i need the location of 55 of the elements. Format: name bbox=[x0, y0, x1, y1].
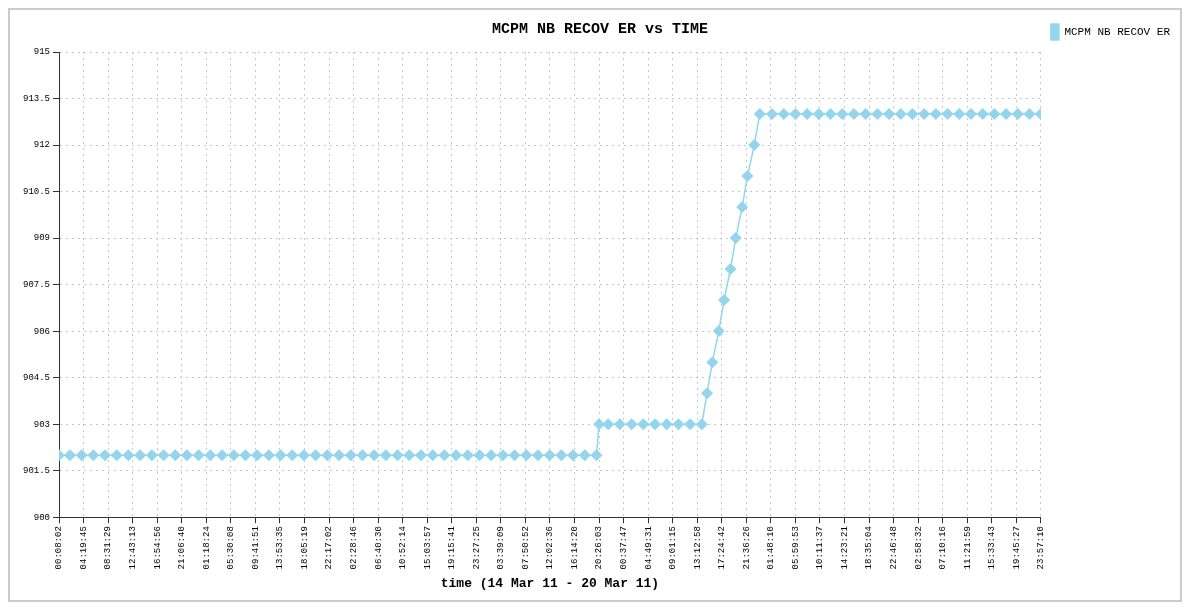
y-tick-label: 912 bbox=[33, 140, 50, 151]
x-tick-label: 02:58:32 bbox=[913, 526, 924, 570]
y-tick-label: 910.5 bbox=[22, 186, 50, 197]
x-tick-label: 23:27:25 bbox=[471, 526, 482, 570]
x-tick-label: 08:31:29 bbox=[103, 526, 114, 570]
x-tick-label: 04:19:45 bbox=[78, 526, 89, 570]
x-tick-label: 14:23:21 bbox=[839, 526, 850, 570]
x-tick-label: 13:12:58 bbox=[692, 526, 703, 570]
x-tick-label: 12:02:36 bbox=[545, 526, 556, 570]
x-tick-label: 15:33:43 bbox=[987, 526, 998, 570]
x-tick-label: 23:57:10 bbox=[1036, 526, 1047, 570]
x-tick-label: 15:03:57 bbox=[422, 526, 433, 570]
x-tick-label: 16:14:20 bbox=[569, 526, 580, 570]
x-tick-label: 18:05:19 bbox=[299, 526, 310, 570]
x-tick-label: 11:21:59 bbox=[962, 526, 973, 570]
x-tick-label: 18:35:04 bbox=[864, 526, 875, 570]
x-tick-label: 16:54:56 bbox=[152, 526, 163, 570]
y-tick-label: 903 bbox=[33, 419, 50, 430]
x-tick-label: 20:26:03 bbox=[594, 526, 605, 570]
y-tick-label: 906 bbox=[33, 326, 50, 337]
x-tick-label: 22:17:02 bbox=[324, 526, 335, 570]
x-tick-label: 09:41:51 bbox=[250, 526, 261, 570]
x-tick-label: 00:08:02 bbox=[54, 526, 65, 570]
y-tick-label: 907.5 bbox=[22, 279, 50, 290]
y-tick-label: 915 bbox=[33, 47, 50, 58]
chart-title: MCPM NB RECOV ER vs TIME bbox=[491, 20, 709, 38]
x-tick-label: 21:36:26 bbox=[741, 526, 752, 570]
y-tick-label: 900 bbox=[33, 512, 50, 523]
x-tick-label: 05:59:53 bbox=[790, 526, 801, 570]
x-tick-label: 05:30:08 bbox=[226, 526, 237, 570]
x-tick-label: 13:53:35 bbox=[275, 526, 286, 570]
y-tick-label: 904.5 bbox=[22, 373, 50, 384]
x-tick-label: 01:48:10 bbox=[766, 526, 777, 570]
x-tick-label: 17:24:42 bbox=[717, 526, 728, 570]
x-tick-label: 04:49:31 bbox=[643, 526, 654, 570]
x-tick-label: 19:15:41 bbox=[447, 526, 458, 570]
x-tick-label: 07:50:52 bbox=[520, 526, 531, 570]
y-tick-label: 901.5 bbox=[22, 466, 50, 477]
x-tick-label: 12:43:13 bbox=[128, 526, 139, 570]
y-tick-label: 913.5 bbox=[22, 93, 50, 104]
x-tick-label: 21:06:40 bbox=[177, 526, 188, 570]
x-tick-label: 10:52:14 bbox=[398, 526, 409, 570]
x-tick-label: 02:28:46 bbox=[348, 526, 359, 570]
legend-label: MCPM NB RECOV ER bbox=[1064, 25, 1171, 38]
x-axis-title: time (14 Mar 11 - 20 Mar 11) bbox=[440, 576, 660, 592]
x-tick-label: 22:46:48 bbox=[888, 526, 899, 570]
x-tick-label: 19:45:27 bbox=[1011, 526, 1022, 570]
x-tick-label: 00:37:47 bbox=[618, 526, 629, 570]
x-tick-label: 09:01:15 bbox=[668, 526, 679, 570]
y-tick-label: 909 bbox=[33, 233, 50, 244]
x-tick-label: 01:18:24 bbox=[201, 526, 212, 570]
x-tick-label: 07:10:16 bbox=[938, 526, 949, 570]
x-tick-label: 03:39:09 bbox=[496, 526, 507, 570]
x-tick-label: 10:11:37 bbox=[815, 526, 826, 570]
x-tick-label: 06:40:30 bbox=[373, 526, 384, 570]
